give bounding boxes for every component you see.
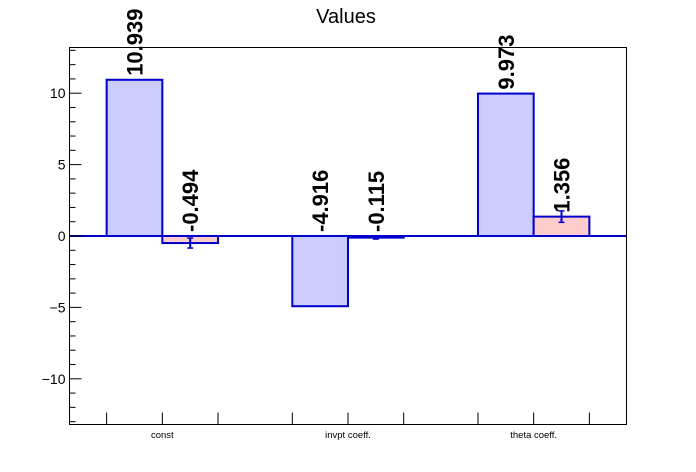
y-tick-label: 10 [50, 85, 66, 101]
data-label: -4.916 [308, 170, 333, 232]
bar [291, 235, 349, 308]
chart-title: Values [316, 6, 376, 28]
plot-frame [69, 47, 627, 425]
y-tick-label: 0 [58, 228, 66, 244]
bar [105, 78, 164, 237]
y-tick-label: −5 [50, 299, 66, 315]
x-category-label: theta coeff. [510, 430, 557, 441]
data-label: 10.939 [122, 8, 147, 75]
data-label: 9.973 [494, 35, 519, 90]
data-label: -0.494 [178, 169, 203, 232]
x-category-label: invpt coeff. [325, 430, 371, 441]
data-label: 1.356 [550, 158, 575, 213]
bar [476, 92, 535, 237]
y-tick-label: 5 [58, 157, 66, 173]
x-category-label: const [151, 430, 174, 441]
data-label: -0.115 [364, 171, 389, 232]
y-tick-label: −10 [42, 371, 66, 387]
